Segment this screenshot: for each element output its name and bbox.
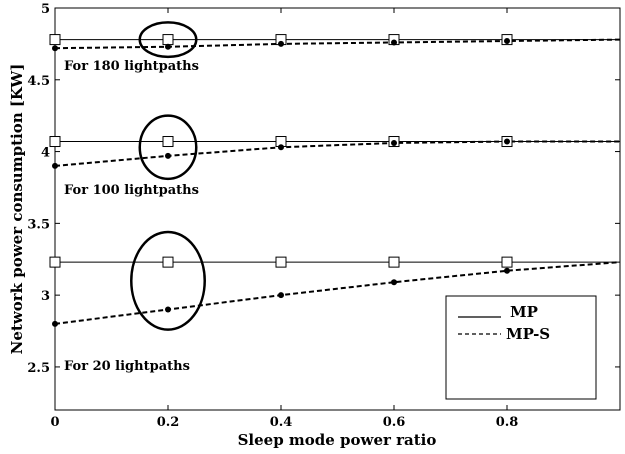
square-marker bbox=[162, 136, 174, 148]
square-marker bbox=[162, 256, 174, 268]
dot-marker bbox=[165, 306, 171, 313]
dot-marker bbox=[278, 144, 284, 151]
square-marker bbox=[49, 256, 61, 268]
y-tick-label: 3.5 bbox=[27, 217, 50, 232]
square-marker bbox=[388, 256, 400, 268]
dot-marker bbox=[391, 279, 397, 286]
dot-marker bbox=[391, 39, 397, 46]
y-tick-label: 4.5 bbox=[27, 74, 50, 89]
x-tick-label: 0 bbox=[50, 415, 59, 430]
x-tick-label: 0.6 bbox=[383, 415, 406, 430]
highlight-ellipse bbox=[130, 230, 206, 331]
y-tick-label: 4 bbox=[41, 146, 50, 161]
legend-label-mps: MP-S bbox=[506, 325, 550, 343]
annotations-layer: For 180 lightpaths For 100 lightpaths For … bbox=[64, 59, 199, 374]
dot-marker bbox=[52, 320, 58, 327]
x-axis-title: Sleep mode power ratio bbox=[238, 431, 437, 449]
dot-marker bbox=[165, 152, 171, 159]
dot-marker bbox=[278, 40, 284, 47]
ticks-layer: 0 0.2 0.4 0.6 0.8 2.5 3 3.5 4 4.5 5 bbox=[27, 2, 620, 430]
highlight-ellipse bbox=[138, 114, 198, 181]
series-line-mp-s bbox=[54, 38, 621, 50]
x-tick-label: 0.2 bbox=[157, 415, 180, 430]
group-annotation: For 180 lightpaths bbox=[64, 59, 199, 74]
legend-label-mp: MP bbox=[510, 303, 538, 321]
y-tick-label: 5 bbox=[41, 2, 50, 17]
dot-marker bbox=[504, 138, 510, 145]
y-axis-title: Network power consumption [KW] bbox=[8, 64, 26, 355]
dot-marker bbox=[391, 139, 397, 146]
x-tick-label: 0.4 bbox=[270, 415, 293, 430]
series-layer bbox=[54, 38, 621, 325]
group-annotation: For 100 lightpaths bbox=[64, 183, 199, 198]
group-annotation: For 20 lightpaths bbox=[64, 359, 190, 374]
legend-box bbox=[445, 295, 597, 400]
highlight-ellipse bbox=[138, 21, 198, 59]
y-tick-label: 3 bbox=[41, 289, 50, 304]
series-line-mp-s bbox=[54, 140, 620, 167]
y-tick-label: 2.5 bbox=[27, 361, 50, 376]
dot-marker bbox=[52, 45, 58, 52]
x-tick-label: 0.8 bbox=[496, 415, 519, 430]
dot-marker bbox=[504, 38, 510, 45]
dot-marker bbox=[504, 267, 510, 274]
square-marker bbox=[275, 256, 287, 268]
square-marker bbox=[162, 34, 174, 46]
dot-marker bbox=[278, 292, 284, 299]
square-marker bbox=[49, 136, 61, 148]
dot-marker bbox=[165, 43, 171, 50]
square-marker bbox=[501, 256, 513, 268]
series-line-mp-s bbox=[54, 261, 621, 325]
ellipse-layer bbox=[130, 21, 206, 331]
plot-area bbox=[54, 7, 621, 411]
markers-layer bbox=[49, 34, 513, 327]
legend: MP MP-S bbox=[445, 295, 597, 400]
plot-frame bbox=[54, 7, 621, 411]
square-marker bbox=[49, 34, 61, 46]
dot-marker bbox=[52, 162, 58, 169]
